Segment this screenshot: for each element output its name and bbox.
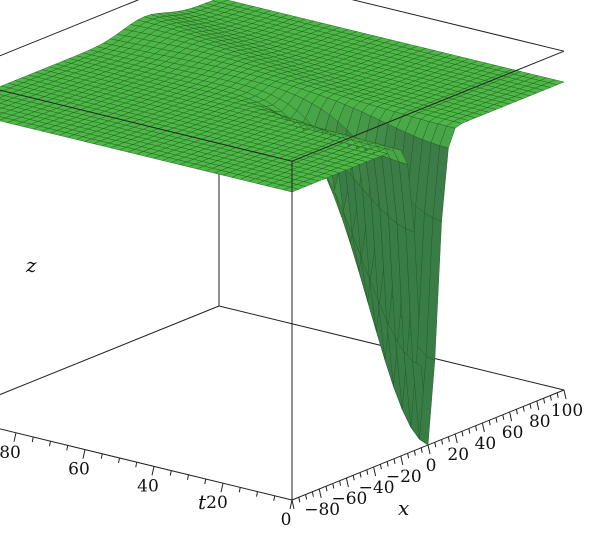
x-tick-mark: [447, 436, 450, 442]
x-tick-mark: [563, 389, 567, 400]
t-tick-mark: [66, 445, 69, 451]
x-tick-label: −60: [331, 489, 367, 509]
x-tick-label: 20: [447, 445, 469, 465]
x-tick-mark: [434, 442, 437, 448]
x-tick-mark: [373, 466, 377, 477]
t-tick-label: 0: [281, 510, 292, 530]
t-tick-mark: [118, 457, 120, 464]
x-tick-mark: [305, 494, 308, 500]
x-tick-mark: [407, 453, 410, 459]
x-tick-mark: [352, 475, 355, 481]
surface-patch: [547, 79, 565, 86]
x-tick-mark: [427, 444, 431, 455]
bounding-box-front: [0, 50, 565, 500]
x-tick-mark: [441, 439, 444, 445]
x-tick-mark: [291, 499, 295, 510]
x-tick-mark: [509, 411, 513, 422]
x-tick-mark: [298, 497, 301, 503]
box-edge: [0, 305, 220, 396]
t-tick-mark: [238, 487, 241, 493]
x-tick-label: −20: [386, 467, 422, 487]
x-tick-mark: [366, 469, 369, 475]
t-tick-mark: [31, 436, 34, 443]
x-tick-label: −40: [359, 478, 395, 498]
x-tick-mark: [556, 392, 559, 398]
t-tick-label: 20: [206, 493, 228, 513]
x-tick-mark: [529, 403, 532, 409]
surface-mesh: [0, 0, 565, 446]
x-tick-mark: [393, 458, 396, 464]
t-tick-mark: [256, 491, 258, 497]
z-axis-title: z: [25, 253, 37, 277]
t-tick-label: 60: [68, 460, 90, 480]
t-tick-mark: [204, 478, 207, 485]
x-tick-label: 80: [529, 412, 551, 432]
t-axis-title: t: [198, 490, 207, 514]
t-tick-mark: [100, 453, 103, 459]
x-tick-mark: [481, 422, 485, 433]
x-tick-mark: [400, 455, 404, 466]
x-tick-mark: [359, 472, 362, 478]
x-tick-mark: [311, 491, 314, 497]
box-edge: [351, 0, 565, 52]
t-tick-label: 80: [0, 443, 21, 463]
x-tick-mark: [325, 486, 328, 492]
x-tick-mark: [461, 431, 464, 437]
x-tick-mark: [488, 420, 491, 426]
x-tick-mark: [318, 488, 322, 499]
t-tick-mark: [49, 441, 51, 447]
t-tick-mark: [151, 466, 155, 476]
box-edge: [0, 0, 140, 57]
t-tick-mark: [273, 495, 276, 501]
x-tick-label: 100: [551, 401, 583, 421]
t-tick-mark: [289, 499, 293, 510]
x-tick-mark: [420, 447, 423, 453]
t-tick-mark: [220, 483, 224, 493]
x-tick-mark: [379, 464, 382, 470]
x-tick-mark: [339, 480, 342, 486]
x-tick-mark: [468, 428, 471, 434]
x-tick-label: −80: [304, 500, 340, 520]
box-edge: [0, 89, 293, 162]
t-tick-mark: [82, 449, 86, 459]
box-edge: [291, 50, 565, 162]
t-tick-label: 40: [137, 476, 159, 496]
x-tick-label: 60: [502, 423, 524, 443]
x-tick-label: 0: [426, 456, 437, 476]
x-tick-mark: [475, 425, 478, 431]
x-tick-mark: [536, 400, 540, 411]
t-tick-mark: [187, 474, 189, 480]
x-tick-mark: [332, 483, 335, 489]
x-tick-mark: [549, 395, 552, 401]
x-tick-mark: [515, 409, 518, 415]
x-tick-mark: [386, 461, 389, 467]
x-tick-mark: [454, 433, 458, 444]
t-tick-mark: [169, 470, 172, 476]
x-tick-mark: [345, 477, 349, 488]
x-tick-mark: [413, 450, 416, 456]
x-axis-title: x: [398, 496, 409, 520]
x-tick-mark: [502, 414, 505, 420]
t-tick-mark: [13, 432, 17, 442]
x-tick-mark: [495, 417, 498, 423]
x-tick-label: 40: [475, 434, 497, 454]
x-tick-mark: [522, 406, 525, 412]
x-tick-mark: [543, 398, 546, 404]
t-tick-mark: [135, 462, 138, 468]
